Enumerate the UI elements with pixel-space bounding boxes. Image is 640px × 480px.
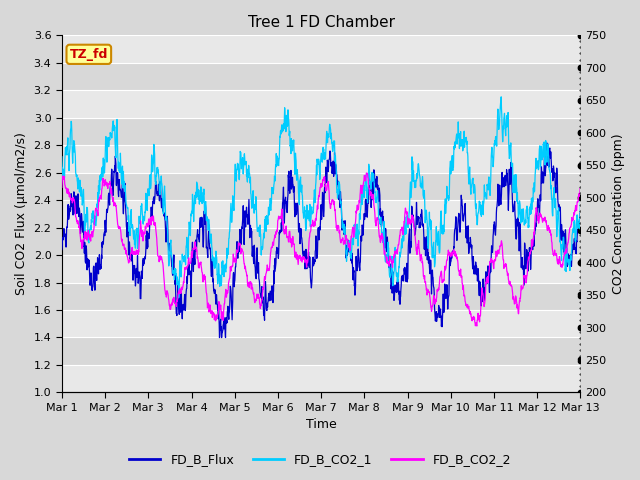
Text: TZ_fd: TZ_fd (70, 48, 108, 61)
Bar (62, 365, 580, 393)
Legend: FD_B_Flux, FD_B_CO2_1, FD_B_CO2_2: FD_B_Flux, FD_B_CO2_1, FD_B_CO2_2 (124, 448, 516, 471)
Bar (62, 283, 580, 310)
Bar (62, 200, 580, 228)
Title: Tree 1 FD Chamber: Tree 1 FD Chamber (248, 15, 395, 30)
Bar (62, 145, 580, 173)
Bar (62, 255, 580, 283)
Y-axis label: Soil CO2 Flux (μmol/m2/s): Soil CO2 Flux (μmol/m2/s) (15, 132, 28, 295)
Bar (62, 63, 580, 90)
Bar (62, 36, 580, 63)
X-axis label: Time: Time (306, 419, 337, 432)
Bar (62, 173, 580, 200)
Bar (62, 337, 580, 365)
Bar (62, 90, 580, 118)
Y-axis label: CO2 Concentration (ppm): CO2 Concentration (ppm) (612, 133, 625, 294)
Bar (62, 310, 580, 337)
Bar (62, 228, 580, 255)
Bar (62, 118, 580, 145)
